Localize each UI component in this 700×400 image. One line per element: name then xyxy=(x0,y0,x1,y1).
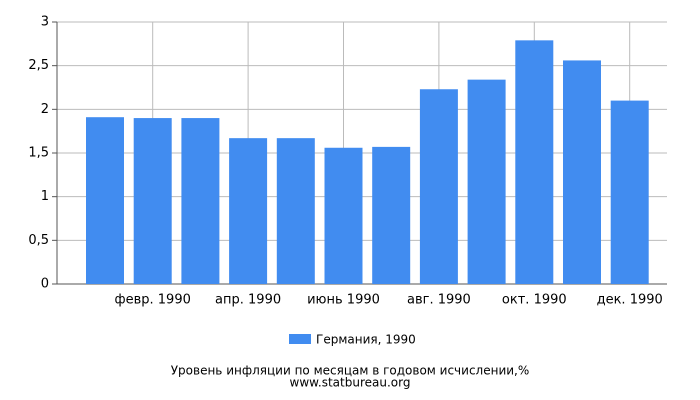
legend-swatch xyxy=(289,334,311,344)
bar xyxy=(610,100,649,284)
bar xyxy=(181,118,220,284)
bar xyxy=(324,147,363,284)
y-tick-label: 1 xyxy=(41,189,49,204)
x-tick-label: авг. 1990 xyxy=(407,293,471,308)
x-tick-label: июнь 1990 xyxy=(307,293,380,308)
chart-subtitle: www.statbureau.org xyxy=(290,376,411,390)
y-tick-label: 0 xyxy=(41,277,49,292)
bar xyxy=(467,79,506,284)
x-tick-label: окт. 1990 xyxy=(502,293,567,308)
chart-title: Уровень инфляции по месяцам в годовом ис… xyxy=(171,364,530,378)
bar xyxy=(133,118,172,284)
bar xyxy=(372,146,411,284)
bar xyxy=(563,60,601,284)
y-tick-label: 2 xyxy=(41,102,49,117)
y-tick-label: 1,5 xyxy=(28,146,49,161)
legend-label: Германия, 1990 xyxy=(316,333,416,347)
bar xyxy=(515,40,554,285)
y-tick-label: 2,5 xyxy=(28,58,49,73)
x-tick-label: дек. 1990 xyxy=(597,293,663,308)
y-tick-label: 3 xyxy=(41,15,49,30)
x-tick-label: февр. 1990 xyxy=(115,293,191,308)
y-tick-label: 0,5 xyxy=(28,233,49,248)
bar xyxy=(419,89,458,284)
x-tick-label: апр. 1990 xyxy=(215,293,281,308)
bar xyxy=(276,138,315,284)
bar xyxy=(229,138,268,284)
bar xyxy=(86,117,124,285)
